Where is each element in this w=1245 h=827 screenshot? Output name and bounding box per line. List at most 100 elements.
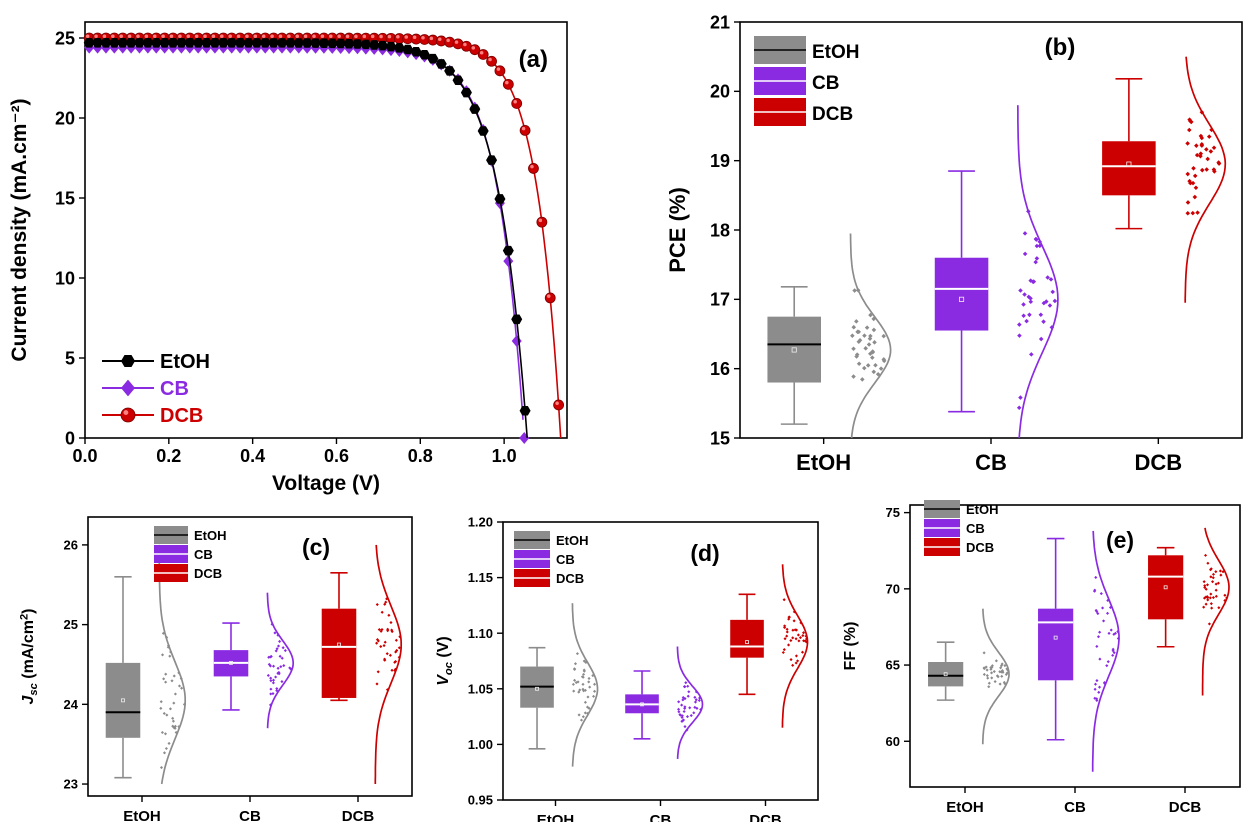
data-point — [571, 682, 575, 686]
data-point — [587, 706, 591, 710]
y-tick-label: 1.05 — [468, 681, 493, 696]
y-axis-label: Voc (V) — [435, 636, 455, 686]
data-point — [793, 628, 797, 632]
data-point — [162, 711, 166, 716]
box-EtOH — [105, 544, 187, 785]
data-point — [1211, 580, 1215, 584]
data-point — [177, 684, 182, 688]
distribution-curve — [1091, 530, 1120, 772]
data-point — [266, 673, 270, 678]
data-point — [1190, 210, 1196, 216]
y-tick-label: 24 — [64, 697, 79, 712]
data-point — [1016, 405, 1022, 411]
data-point — [787, 615, 791, 619]
data-point — [1211, 145, 1217, 151]
data-point — [275, 647, 279, 651]
y-tick-label: 23 — [64, 777, 78, 792]
data-point — [511, 314, 523, 325]
data-point — [680, 715, 684, 720]
data-point — [1034, 256, 1040, 261]
data-point — [142, 38, 154, 48]
y-tick-label: 1.10 — [468, 626, 493, 641]
data-point — [393, 669, 397, 673]
mean-marker — [959, 296, 965, 302]
data-point — [796, 633, 800, 637]
data-point — [586, 695, 590, 699]
distribution-curve — [1201, 527, 1230, 696]
data-point — [201, 38, 213, 48]
data-point — [251, 38, 263, 48]
data-point-highlight — [228, 34, 232, 39]
data-point — [1106, 598, 1110, 603]
data-point — [1214, 588, 1218, 592]
data-point — [268, 38, 280, 48]
data-point — [852, 288, 857, 293]
data-point — [783, 624, 787, 628]
data-point — [872, 340, 877, 345]
data-point — [385, 652, 389, 656]
data-point — [276, 633, 280, 637]
y-tick-label: 0 — [65, 428, 75, 448]
data-point — [383, 658, 387, 662]
data-point — [1097, 690, 1101, 694]
data-point — [100, 38, 112, 48]
data-point — [386, 629, 390, 633]
data-point — [1210, 606, 1214, 610]
data-point — [591, 694, 596, 698]
y-axis-label: Current density (mA.cm⁻²) — [8, 98, 31, 361]
data-point — [1191, 166, 1196, 171]
data-point — [1106, 660, 1110, 664]
data-point-highlight — [471, 46, 476, 50]
data-point — [544, 292, 556, 304]
data-point — [1098, 630, 1102, 634]
data-point — [318, 38, 330, 48]
data-point — [161, 631, 165, 635]
data-point — [1017, 333, 1022, 338]
data-point — [685, 728, 689, 732]
category-label: CB — [1064, 799, 1086, 816]
category-label: DCB — [749, 812, 782, 822]
data-point — [268, 703, 273, 707]
y-label-main: V — [435, 674, 452, 686]
data-point — [1225, 596, 1229, 600]
data-point — [677, 700, 681, 704]
data-point — [593, 682, 597, 686]
data-point — [989, 671, 994, 675]
data-point — [865, 363, 871, 368]
data-point — [397, 646, 401, 650]
data-point — [856, 361, 862, 367]
data-point — [1216, 581, 1220, 585]
data-point — [1021, 302, 1026, 307]
data-point — [786, 643, 791, 647]
data-point — [375, 603, 379, 607]
data-point-highlight — [345, 34, 350, 39]
box-rect — [767, 316, 821, 383]
y-label-sub: sc — [28, 682, 40, 695]
box-EtOH — [520, 603, 599, 767]
data-point — [878, 366, 884, 371]
data-point — [575, 652, 579, 656]
data-point — [794, 654, 798, 658]
data-point-highlight — [236, 34, 241, 39]
data-point-highlight — [312, 34, 316, 39]
data-point-highlight — [303, 34, 308, 39]
y-tick-label: 15 — [55, 188, 75, 208]
data-point — [159, 706, 163, 710]
data-point — [1206, 134, 1212, 139]
data-point-highlight — [362, 34, 367, 39]
box-DCB — [321, 544, 403, 784]
data-point — [1095, 644, 1099, 648]
data-point — [573, 678, 577, 682]
data-point — [854, 319, 859, 324]
distribution-curve — [676, 646, 704, 759]
data-point — [871, 327, 877, 333]
data-point — [1204, 147, 1209, 152]
data-point — [783, 637, 787, 641]
distribution-curve — [781, 564, 809, 728]
data-point — [683, 685, 687, 689]
data-point — [164, 680, 168, 684]
data-point-highlight — [102, 34, 107, 38]
data-point — [693, 700, 698, 704]
data-point — [1028, 278, 1033, 283]
data-point — [172, 726, 176, 730]
